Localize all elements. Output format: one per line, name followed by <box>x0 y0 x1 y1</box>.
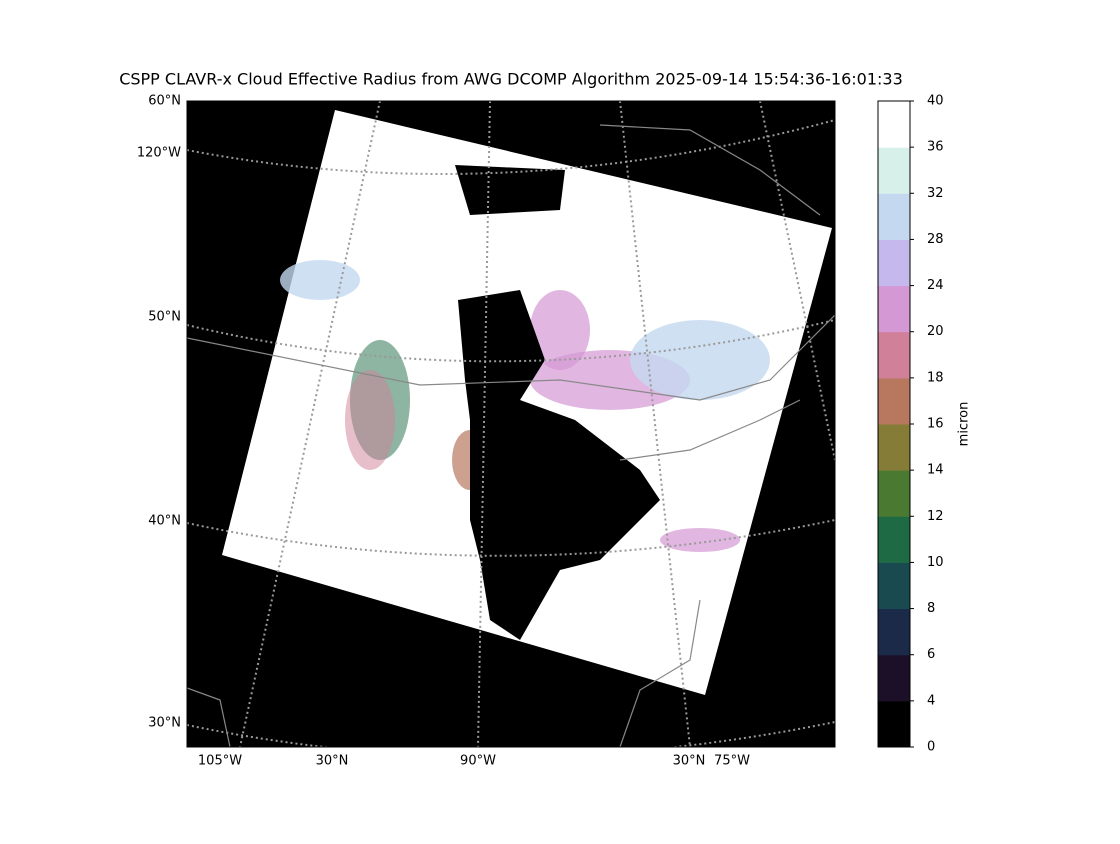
lat-label: 40°N <box>148 514 181 529</box>
colorbar-segment <box>878 101 910 148</box>
colorbar-tick-label: 24 <box>927 278 944 293</box>
colorbar-tick-label: 8 <box>927 601 935 616</box>
colorbar-label: micron <box>957 402 972 447</box>
lat-label: 120°W <box>137 146 181 161</box>
lon-label: 30°N <box>316 754 349 769</box>
colorbar-tick-label: 4 <box>927 693 935 708</box>
colorbar-segment <box>878 470 910 517</box>
colorbar-tick-label: 14 <box>927 463 944 478</box>
lon-label: 30°N <box>673 754 706 769</box>
colorbar-tick-label: 20 <box>927 324 944 339</box>
lat-label: 50°N <box>148 310 181 325</box>
colorbar: 0 4 6 8 10 12 14 16 18 20 24 28 32 36 40 micron <box>877 94 972 755</box>
colorbar-segment <box>878 424 910 471</box>
colorbar-tick-label: 28 <box>927 232 944 247</box>
colorbar-tick-label: 6 <box>927 647 935 662</box>
colorbar-tick-label: 0 <box>927 740 935 755</box>
colorbar-tick-label: 32 <box>927 186 944 201</box>
colorbar-segment <box>878 562 910 610</box>
clear-sky <box>455 165 565 215</box>
map <box>186 100 836 748</box>
lon-label: 90°W <box>460 754 496 769</box>
colorbar-tick-label: 10 <box>927 555 944 570</box>
lon-label: 75°W <box>714 754 750 769</box>
colorbar-segment <box>878 654 910 702</box>
clear-sky <box>458 290 660 640</box>
colorbar-tick-label: 18 <box>927 370 944 385</box>
colorbar-segment <box>878 608 910 656</box>
lat-labels: 60°N 120°W 50°N 40°N 30°N <box>137 94 181 731</box>
lon-label: 105°W <box>198 754 242 769</box>
title: CSPP CLAVR-x Cloud Effective Radius from… <box>119 70 903 89</box>
colorbar-tick-label: 40 <box>927 94 944 109</box>
cloud-features <box>280 260 770 552</box>
colorbar-segment <box>878 377 910 425</box>
colorbar-segment <box>878 193 910 240</box>
colorbar-segment <box>878 285 910 333</box>
colorbar-tick-label: 16 <box>927 417 944 432</box>
colorbar-segment <box>878 700 910 748</box>
colorbar-segment <box>878 516 910 563</box>
lat-label: 60°N <box>148 94 181 109</box>
colorbar-segment <box>878 239 910 287</box>
colorbar-segment <box>878 147 910 194</box>
lon-labels: 105°W 30°N 90°W 30°N 75°W <box>198 754 750 769</box>
colorbar-tick-label: 12 <box>927 509 944 524</box>
lat-label: 30°N <box>148 716 181 731</box>
map-frame <box>186 100 836 748</box>
colorbar-segment <box>878 331 910 379</box>
colorbar-tick-label: 36 <box>927 140 944 155</box>
